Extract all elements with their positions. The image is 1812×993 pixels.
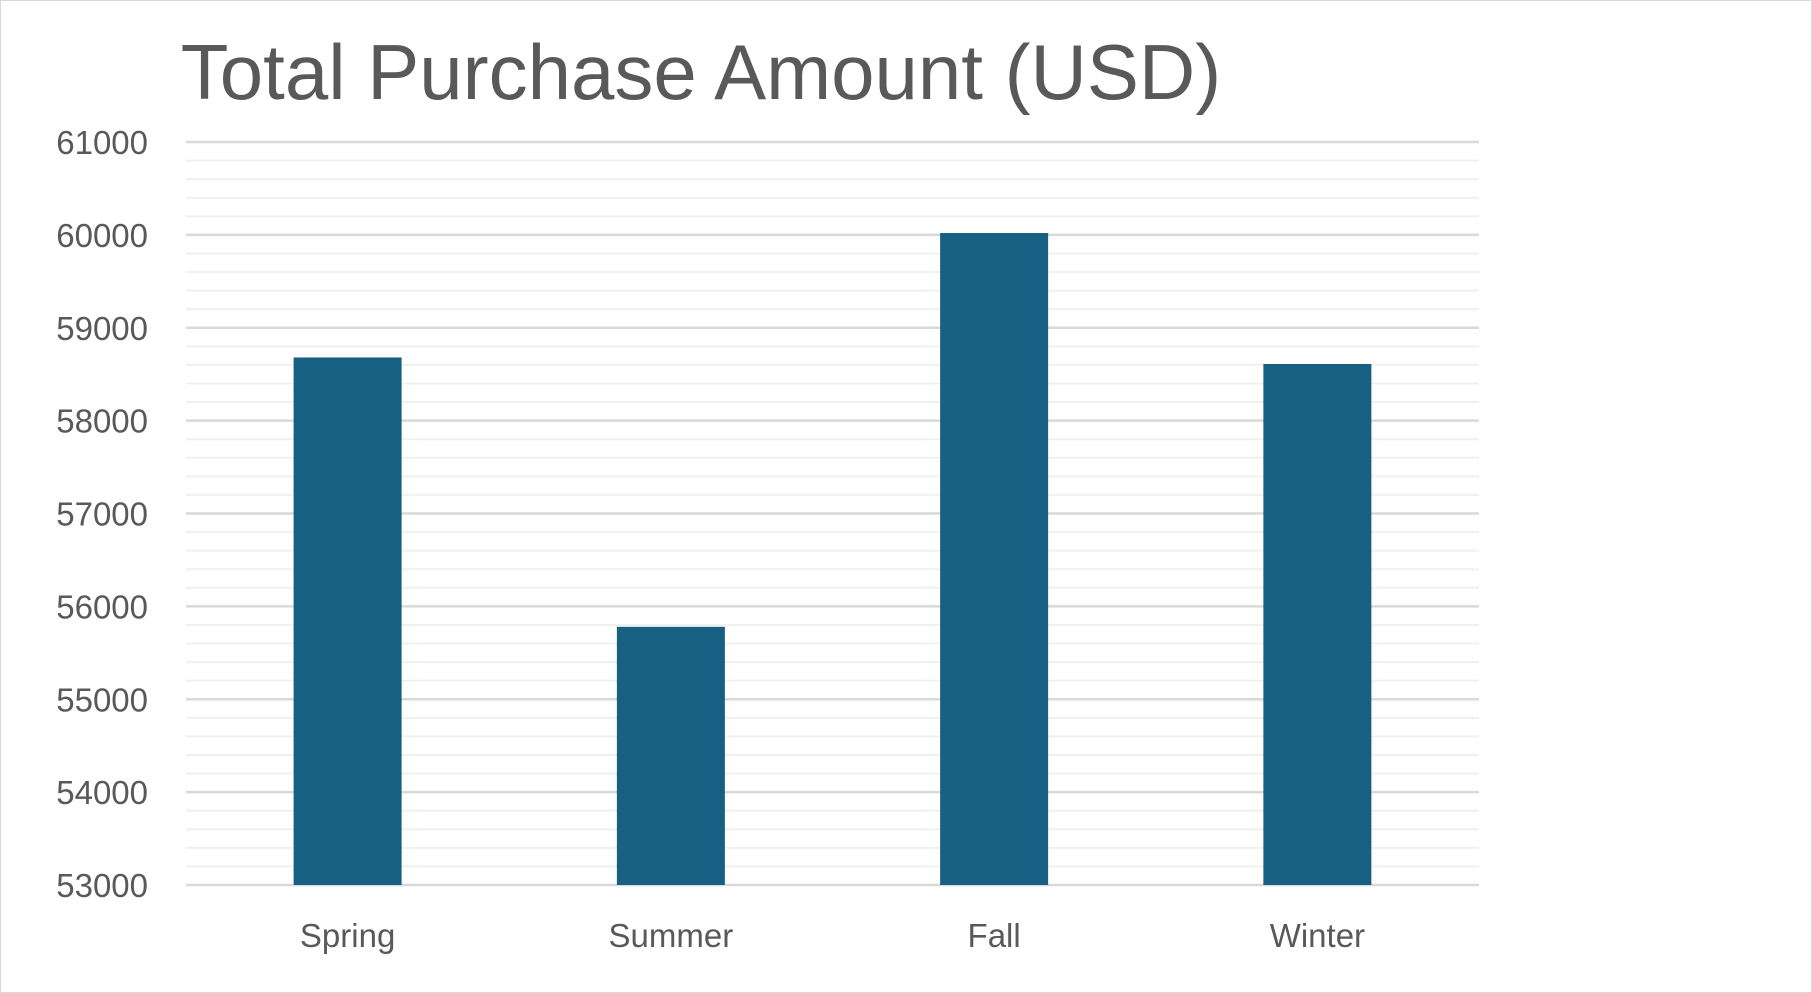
y-axis: 53000 54000 55000 56000 57000 58000 59000 60000… bbox=[56, 124, 148, 904]
bar-summer bbox=[616, 626, 725, 885]
x-tick-label: Summer bbox=[609, 917, 734, 954]
chart-title: Total Purchase Amount (USD) bbox=[181, 28, 1221, 116]
y-tick-label: 59000 bbox=[56, 310, 148, 347]
x-tick-label: Fall bbox=[968, 917, 1021, 954]
bar-series bbox=[293, 233, 1372, 886]
x-tick-label: Spring bbox=[300, 917, 395, 954]
y-tick-label: 54000 bbox=[56, 774, 148, 811]
bar-fall bbox=[940, 233, 1049, 885]
x-axis: Spring Summer Fall Winter bbox=[300, 917, 1365, 954]
y-tick-label: 53000 bbox=[56, 867, 148, 904]
y-tick-label: 57000 bbox=[56, 496, 148, 533]
bar-winter bbox=[1263, 363, 1372, 885]
x-tick-label: Winter bbox=[1270, 917, 1365, 954]
y-tick-label: 58000 bbox=[56, 403, 148, 440]
y-tick-label: 61000 bbox=[56, 124, 148, 161]
y-tick-label: 56000 bbox=[56, 588, 148, 625]
bar-spring bbox=[293, 357, 402, 886]
y-tick-label: 60000 bbox=[56, 217, 148, 254]
y-tick-label: 55000 bbox=[56, 681, 148, 718]
